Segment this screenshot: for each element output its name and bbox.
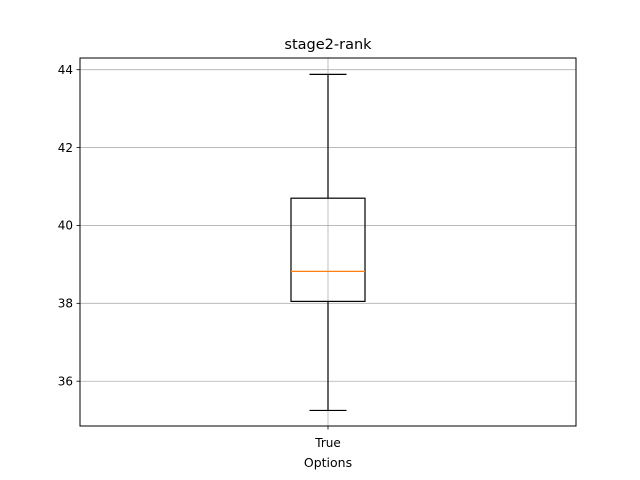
y-tick-label: 44: [58, 63, 73, 77]
y-tick-label: 38: [58, 297, 73, 311]
chart-title: stage2-rank: [284, 37, 372, 53]
y-axis: 36 38 40 42 44: [58, 63, 80, 389]
x-tick-label: True: [314, 436, 341, 450]
y-tick-label: 42: [58, 141, 73, 155]
x-axis: True: [314, 426, 341, 450]
x-axis-label: Options: [304, 455, 352, 470]
y-tick-label: 40: [58, 219, 73, 233]
y-tick-label: 36: [58, 375, 73, 389]
